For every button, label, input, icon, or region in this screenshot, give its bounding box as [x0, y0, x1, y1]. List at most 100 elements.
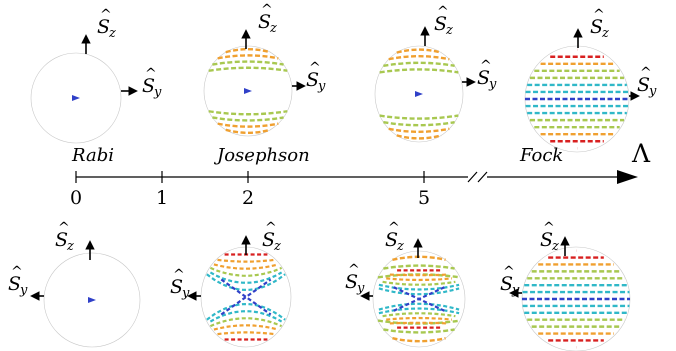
- polar-cap-line: [217, 122, 279, 128]
- saddle-flow-line: [389, 273, 449, 277]
- sy-label-bottom-0-hat: ^: [11, 264, 23, 280]
- sz-label-top-2: S: [434, 13, 447, 35]
- lambda-axis: 0 1 2 5 Λ: [70, 139, 651, 209]
- polar-cap-line: [208, 66, 288, 72]
- centre-flow-arrow: [415, 91, 423, 97]
- saddle-flow-line: [386, 277, 452, 282]
- polar-cap-line: [212, 60, 284, 66]
- tick-label-0: 0: [70, 187, 82, 209]
- sz-label-bottom-2-sub: z: [396, 239, 404, 254]
- label-fock: Fock: [519, 145, 563, 166]
- sy-label-top-2: S: [477, 67, 490, 89]
- axis-arrowhead: [617, 170, 638, 184]
- saddle-flow-line: [213, 263, 279, 270]
- sz-label-top-3-hat: ^: [593, 7, 605, 23]
- saddle-flow-line: [209, 266, 283, 277]
- sphere-bottom-rabi: [43, 252, 141, 348]
- separatrix-line: [393, 286, 445, 312]
- sy-label-bottom-2-sub: y: [356, 281, 365, 296]
- saddle-flow-line: [378, 283, 460, 291]
- saddle-flow-line: [206, 273, 286, 292]
- sz-label-bottom-3-hat: ^: [543, 220, 555, 236]
- sz-label-top-1-sub: z: [269, 21, 277, 36]
- centre-flow-arrow: [88, 297, 96, 303]
- sphere-bottom-lambda-5: [372, 250, 466, 348]
- sy-label-bottom-3: S: [500, 273, 513, 295]
- axis-break-mark-1: [467, 171, 478, 183]
- saddle-flow-line: [386, 316, 452, 321]
- separatrix-line: [220, 278, 272, 316]
- sy-label-top-2-sub: y: [488, 77, 497, 92]
- sy-label-bottom-1-hat: ^: [173, 267, 185, 283]
- saddle-flow-line: [378, 302, 460, 311]
- sphere-bottom-josephson: [200, 246, 292, 348]
- sy-label-top-3: S: [637, 74, 650, 96]
- sy-label-top-0: S: [142, 75, 155, 97]
- sy-label-top-3-hat: ^: [640, 65, 652, 81]
- sy-label-bottom-3-sub: y: [511, 283, 520, 298]
- polar-cap-line: [383, 121, 455, 127]
- saddle-flow-line: [217, 331, 275, 336]
- sphere-top-fock: [524, 45, 630, 153]
- sz-label-bottom-1: S: [262, 229, 275, 251]
- sy-label-bottom-0-sub: y: [19, 283, 28, 298]
- polar-cap-line: [379, 68, 459, 74]
- sy-label-bottom-2: S: [345, 271, 358, 293]
- sz-label-bottom-1-hat: ^: [265, 220, 277, 236]
- sz-label-bottom-0: S: [55, 229, 68, 251]
- sy-label-bottom-3-hat: ^: [503, 264, 515, 280]
- axis-label-lambda: Λ: [631, 139, 651, 168]
- saddle-flow-line: [389, 321, 449, 325]
- sphere-top-rabi: [30, 52, 122, 144]
- sy-label-top-0-sub: y: [153, 85, 162, 100]
- sz-label-bottom-0-hat: ^: [58, 220, 70, 236]
- tick-label-5: 5: [418, 187, 430, 209]
- saddle-flow-line: [378, 307, 460, 315]
- saddle-flow-line: [209, 310, 283, 323]
- sy-label-top-1: S: [306, 69, 319, 91]
- sz-label-bottom-1-sub: z: [273, 239, 281, 254]
- label-josephson: Josephson: [213, 145, 310, 166]
- polar-cap-line: [217, 54, 279, 60]
- sz-label-top-3: S: [590, 16, 603, 38]
- polar-cap-line: [379, 114, 459, 120]
- axis-break-mark-2: [477, 171, 488, 183]
- saddle-flow-line: [206, 302, 286, 321]
- sz-label-top-1-hat: ^: [261, 2, 273, 18]
- sy-label-top-1-hat: ^: [309, 60, 321, 76]
- sy-label-bottom-1: S: [170, 276, 183, 298]
- centre-flow-arrow: [244, 88, 252, 94]
- sz-label-bottom-0-sub: z: [66, 239, 74, 254]
- sz-label-top-0-hat: ^: [100, 7, 112, 23]
- saddle-flow-line: [209, 271, 283, 284]
- sy-label-top-1-sub: y: [317, 79, 326, 94]
- sy-label-top-3-sub: y: [648, 84, 657, 99]
- polar-cap-line: [396, 134, 442, 140]
- polar-cap-line: [383, 264, 455, 270]
- sz-label-bottom-2: S: [385, 229, 398, 251]
- saddle-flow-line: [382, 312, 456, 318]
- polar-cap-line: [396, 48, 442, 54]
- sphere-top-josephson: [203, 45, 293, 137]
- polar-cap-line: [392, 255, 446, 261]
- saddle-flow-line: [213, 324, 279, 331]
- sy-label-top-2-hat: ^: [480, 58, 492, 74]
- polar-cap-line: [388, 127, 450, 133]
- sz-label-top-1: S: [258, 11, 271, 33]
- sphere-bottom-fock: [521, 246, 631, 351]
- sy-label-bottom-2-hat: ^: [348, 262, 360, 278]
- polar-cap-line: [383, 328, 455, 334]
- tick-label-1: 1: [156, 187, 168, 209]
- sz-label-top-0-sub: z: [108, 26, 116, 41]
- saddle-flow-line: [209, 317, 283, 328]
- saddle-flow-line: [382, 280, 456, 286]
- sz-label-bottom-3: S: [540, 229, 553, 251]
- polar-cap-line: [383, 61, 455, 67]
- sz-label-bottom-2-hat: ^: [388, 220, 400, 236]
- sy-label-bottom-1-sub: y: [181, 286, 190, 301]
- polar-cap-line: [208, 110, 288, 116]
- sz-label-top-2-hat: ^: [437, 4, 449, 20]
- label-rabi: Rabi: [71, 145, 114, 166]
- centre-flow-arrow: [72, 95, 80, 101]
